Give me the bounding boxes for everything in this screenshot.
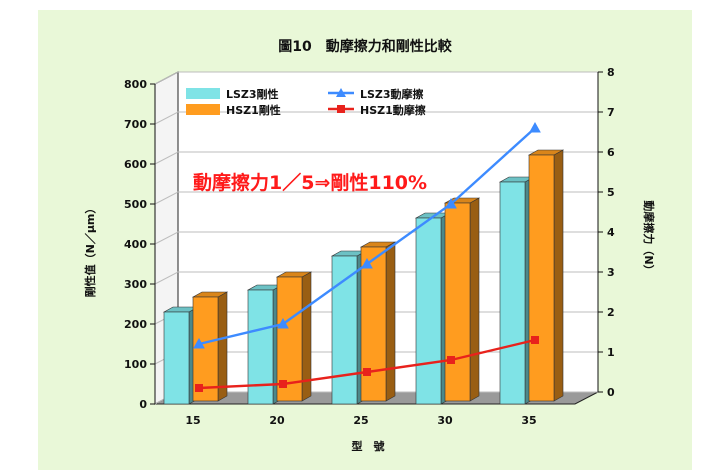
y2-tick-label: 4 — [607, 226, 615, 239]
gridline — [154, 191, 598, 205]
legend-label: HSZ1動摩擦 — [360, 103, 426, 117]
bar-HSZ1剛性 — [444, 202, 471, 402]
bar-LSZ3剛性 — [163, 311, 190, 405]
y2-tick-label: 1 — [607, 346, 615, 359]
y-tick-label: 200 — [124, 318, 147, 331]
x-tick-label: 15 — [185, 414, 200, 427]
data-point-HSZ1動摩擦 — [447, 356, 455, 364]
gridline — [154, 111, 598, 125]
legend-swatch-LSZ3剛性 — [186, 88, 220, 99]
data-point-HSZ1動摩擦 — [279, 380, 287, 388]
chart-title: 圖10 動摩擦力和剛性比較 — [278, 38, 452, 55]
y2-tick-label: 3 — [607, 266, 615, 279]
chart: 0 100 200 300 400 500 600 700 800 0 1 2 3 4 5 6 7 8 15 20 25… — [83, 38, 656, 453]
x-tick-label: 35 — [521, 414, 536, 427]
bar-HSZ1剛性 — [528, 154, 555, 402]
data-point-HSZ1動摩擦 — [195, 384, 203, 392]
y-tick-label: 400 — [124, 238, 147, 251]
data-point-LSZ3動摩擦 — [277, 317, 289, 329]
legend-marker — [337, 105, 345, 113]
data-point-HSZ1動摩擦 — [363, 368, 371, 376]
y-tick-label: 0 — [139, 398, 147, 411]
y-tick-label: 700 — [124, 118, 147, 131]
data-point-LSZ3動摩擦 — [529, 121, 541, 133]
y2-tick-label: 2 — [607, 306, 615, 319]
data-point-LSZ3動摩擦 — [361, 257, 373, 269]
gridline — [154, 71, 598, 85]
y-tick-label: 800 — [124, 78, 147, 91]
y-tick-label: 300 — [124, 278, 147, 291]
y-tick-label: 100 — [124, 358, 147, 371]
y-tick-label: 600 — [124, 158, 147, 171]
y2-tick-label: 7 — [607, 106, 615, 119]
y2-tick-label: 8 — [607, 66, 615, 79]
legend-label: HSZ1剛性 — [226, 103, 281, 117]
x-axis-title: 型 號 — [352, 439, 385, 453]
bar-LSZ3剛性 — [247, 289, 274, 405]
bar-side-HSZ1剛性 — [385, 241, 396, 402]
bar-HSZ1剛性 — [192, 296, 219, 402]
y2-tick-label: 6 — [607, 146, 615, 159]
y2-axis-title: 動摩擦力（N） — [642, 200, 656, 275]
bar-side-HSZ1剛性 — [217, 291, 228, 402]
gridline — [154, 151, 598, 165]
y-tick-label: 500 — [124, 198, 147, 211]
data-point-HSZ1動摩擦 — [531, 336, 539, 344]
x-tick-label: 20 — [269, 414, 285, 427]
data-point-LSZ3動摩擦 — [193, 337, 205, 349]
y-axis-title: 剛性值（N／μm） — [83, 203, 97, 298]
bar-LSZ3剛性 — [415, 217, 442, 405]
legend-marker — [336, 88, 346, 97]
y2-tick-label: 0 — [607, 386, 615, 399]
bar-LSZ3剛性 — [499, 181, 526, 405]
data-point-LSZ3動摩擦 — [445, 197, 457, 209]
x-tick-label: 30 — [437, 414, 453, 427]
legend-label: LSZ3動摩擦 — [360, 87, 424, 101]
x-tick-label: 25 — [353, 414, 368, 427]
bar-HSZ1剛性 — [360, 246, 387, 402]
bar-side-HSZ1剛性 — [469, 197, 480, 402]
bar-side-HSZ1剛性 — [553, 149, 564, 402]
legend-label: LSZ3剛性 — [226, 87, 279, 101]
legend-swatch-HSZ1剛性 — [186, 104, 220, 115]
chart-panel: 0 100 200 300 400 500 600 700 800 0 1 2 3 4 5 6 7 8 15 20 25… — [38, 10, 692, 470]
annotation: 動摩擦力1／5⇒剛性110% — [193, 171, 427, 194]
bar-LSZ3剛性 — [331, 255, 358, 405]
y2-tick-label: 5 — [607, 186, 615, 199]
